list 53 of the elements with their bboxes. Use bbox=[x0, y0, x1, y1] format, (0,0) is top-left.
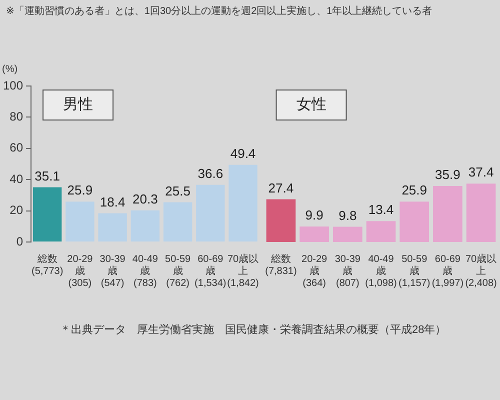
bar bbox=[66, 202, 94, 242]
x-tick-label: 40-49歳 (783) bbox=[132, 254, 158, 289]
bar bbox=[300, 226, 329, 242]
data-label: 25.5 bbox=[165, 183, 190, 198]
x-tick-label: 60-69歳 (1,534) bbox=[194, 254, 226, 289]
bar bbox=[332, 226, 362, 242]
y-tick-label: 60 bbox=[10, 140, 24, 155]
x-tick-label: 70歳以上 (1,842) bbox=[227, 252, 259, 289]
data-label: 9.8 bbox=[338, 208, 357, 223]
text: 男性 bbox=[63, 96, 94, 114]
data-label: 13.4 bbox=[368, 202, 394, 218]
x-tick-label: 40-49歳 (1,098) bbox=[365, 254, 397, 289]
bar bbox=[98, 213, 127, 242]
bar bbox=[433, 186, 462, 242]
x-tick-label: 30-39歳 (547) bbox=[100, 254, 126, 289]
y-tick-label: 100 bbox=[2, 78, 24, 92]
y-axis-title: (%) bbox=[2, 64, 18, 75]
data-label: 25.9 bbox=[67, 182, 93, 198]
y-tick-label: 80 bbox=[10, 110, 24, 124]
x-tick-label: 総数 (7,831) bbox=[265, 252, 297, 277]
text: ※「運動習慣のある者」とは、1回30分以上の運動を週2回以上実施し、1年以上継続している者 bbox=[6, 4, 434, 18]
x-tick-label: 総数 (5,773) bbox=[31, 252, 64, 277]
data-label: 36.6 bbox=[198, 166, 224, 181]
data-label: 27.4 bbox=[268, 180, 294, 196]
data-label: 49.4 bbox=[230, 146, 256, 162]
bar bbox=[466, 184, 496, 242]
y-tick-label: 0 bbox=[16, 234, 24, 248]
x-tick-label: 20-29歳 (305) bbox=[67, 254, 94, 289]
data-label: 37.4 bbox=[468, 164, 494, 180]
data-label: 35.1 bbox=[34, 168, 60, 184]
data-label: 25.9 bbox=[402, 182, 427, 198]
y-tick-label: 20 bbox=[10, 203, 24, 218]
text: 女性 bbox=[296, 96, 326, 114]
bar bbox=[366, 221, 396, 242]
bar bbox=[130, 210, 160, 242]
x-tick-label: 50-59歳 (762) bbox=[164, 254, 192, 289]
x-tick-label: 70歳以上 (2,408) bbox=[465, 252, 497, 289]
text: ＊出典データ 厚生労働省実施 国民健康・栄養調査結果の概要（平成28年） bbox=[60, 322, 446, 337]
data-label: 9.9 bbox=[305, 208, 324, 223]
data-label: 35.9 bbox=[435, 167, 460, 182]
x-tick-label: 60-69歳 (1,997) bbox=[432, 254, 464, 289]
bar bbox=[32, 187, 62, 242]
y-tick-label: 40 bbox=[10, 172, 24, 186]
bar bbox=[266, 199, 296, 242]
x-tick-label: 30-39歳 (807) bbox=[334, 254, 361, 289]
data-label: 20.3 bbox=[132, 191, 158, 206]
bar bbox=[196, 184, 225, 242]
data-label: 18.4 bbox=[100, 194, 126, 210]
bar bbox=[163, 202, 192, 242]
x-tick-label: 20-29歳 (364) bbox=[302, 254, 328, 289]
bar bbox=[228, 164, 258, 242]
bar bbox=[400, 202, 430, 242]
x-tick-label: 50-59歳 (1,157) bbox=[398, 254, 430, 289]
